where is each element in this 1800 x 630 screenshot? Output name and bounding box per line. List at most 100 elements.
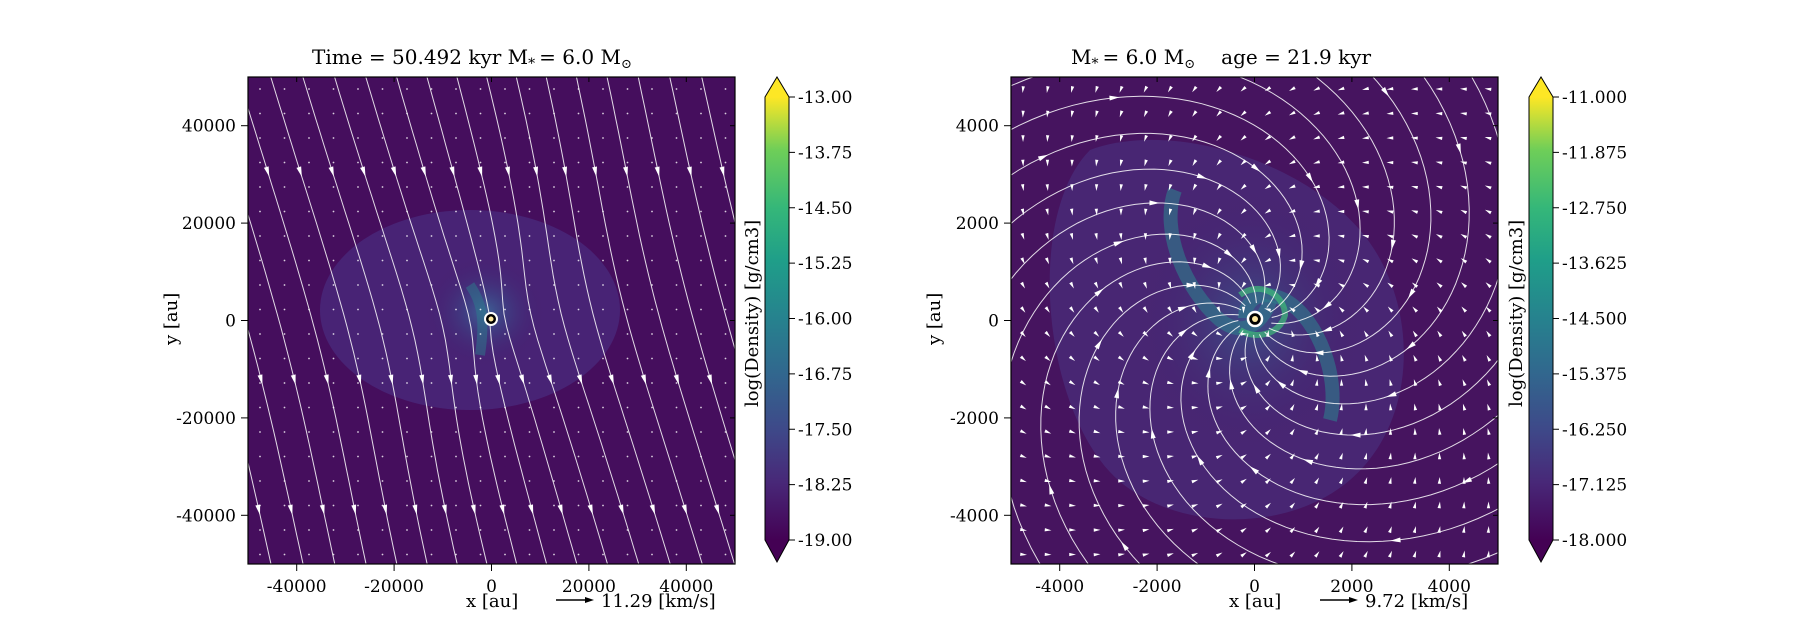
velocity-arrow xyxy=(1240,527,1247,533)
velocity-arrow xyxy=(1142,380,1150,385)
streamline xyxy=(486,77,609,564)
velocity-dot xyxy=(651,529,653,531)
velocity-dot xyxy=(504,88,506,90)
velocity-arrow xyxy=(1364,403,1368,411)
velocity-dot xyxy=(626,112,629,115)
velocity-arrow xyxy=(1288,110,1296,116)
colorbar-tick-label: -16.250 xyxy=(1562,420,1627,440)
velocity-arrow xyxy=(1191,306,1197,313)
velocity-arrow xyxy=(1166,330,1173,337)
velocity-arrow xyxy=(1462,452,1466,460)
velocity-arrow xyxy=(1313,184,1321,188)
streamline-arrow xyxy=(1178,328,1188,337)
streamline-arrow xyxy=(681,504,687,515)
y-tick-label: 0 xyxy=(988,312,999,332)
x-tick-label: 0 xyxy=(1249,577,1260,597)
velocity-dot xyxy=(406,137,408,139)
velocity-dot xyxy=(577,504,580,507)
velocity-arrow xyxy=(1118,553,1125,557)
streamline xyxy=(302,77,428,564)
velocity-dot xyxy=(724,529,727,531)
streamline-arrow xyxy=(382,504,388,515)
panel-2-velocity-key: 9.72 [km/s] xyxy=(1320,591,1468,612)
velocity-arrow xyxy=(1462,379,1467,387)
velocity-dot xyxy=(553,186,555,188)
velocity-dot xyxy=(332,284,335,286)
velocity-dot xyxy=(283,112,286,115)
velocity-arrow xyxy=(1142,454,1150,459)
velocity-dot xyxy=(357,431,359,433)
velocity-arrow xyxy=(1240,552,1247,558)
velocity-arrow xyxy=(1240,110,1247,117)
velocity-dot xyxy=(724,406,727,409)
velocity-dot xyxy=(577,137,580,139)
velocity-dot xyxy=(504,137,506,139)
velocity-dot xyxy=(308,210,310,213)
velocity-arrow xyxy=(1386,210,1394,214)
velocity-dot xyxy=(528,259,531,262)
streamline xyxy=(606,77,735,564)
velocity-dot xyxy=(553,161,555,164)
velocity-dot xyxy=(455,406,457,409)
velocity-dot xyxy=(528,88,531,90)
velocity-arrow xyxy=(1216,356,1223,360)
velocity-arrow xyxy=(1191,406,1199,410)
velocity-arrow xyxy=(1119,134,1124,142)
velocity-arrow xyxy=(1437,354,1443,362)
velocity-arrow xyxy=(1264,159,1272,165)
velocity-arrow xyxy=(1019,429,1027,434)
velocity-arrow xyxy=(1313,160,1321,164)
colorbar-tick-label: -14.50 xyxy=(798,199,852,219)
velocity-arrow xyxy=(1486,501,1491,509)
velocity-arrow xyxy=(1117,330,1124,337)
velocity-arrow xyxy=(1487,452,1491,460)
velocity-arrow xyxy=(1314,452,1319,460)
velocity-arrow xyxy=(1045,184,1049,191)
velocity-arrow xyxy=(1093,503,1101,508)
panel-1-xlabel: x [au] xyxy=(466,591,518,612)
velocity-arrow xyxy=(1019,355,1026,362)
velocity-arrow xyxy=(1068,429,1076,434)
velocity-arrow xyxy=(1484,185,1492,190)
streamline-arrow xyxy=(546,374,553,385)
panel-1-x-ticks: -40000 -20000 0 20000 40000 xyxy=(267,77,713,597)
velocity-arrow xyxy=(1264,404,1271,411)
velocity-dot xyxy=(332,235,335,237)
velocity-arrow xyxy=(1240,381,1248,386)
velocity-dot xyxy=(283,529,286,531)
velocity-arrow xyxy=(1389,403,1393,411)
velocity-arrow xyxy=(1240,208,1247,215)
velocity-dot xyxy=(406,186,408,188)
streamline-arrow xyxy=(1197,455,1205,466)
velocity-dot xyxy=(455,431,457,433)
velocity-arrow xyxy=(1169,208,1173,216)
velocity-dot xyxy=(553,210,555,213)
velocity-arrow xyxy=(1413,477,1417,484)
velocity-dot xyxy=(283,259,286,262)
velocity-arrow xyxy=(1044,404,1052,410)
velocity-dot xyxy=(651,112,653,115)
velocity-dot xyxy=(553,308,555,311)
streamline-arrow xyxy=(360,166,366,177)
velocity-dot xyxy=(283,406,286,409)
velocity-arrow xyxy=(1411,111,1418,116)
velocity-arrow xyxy=(1264,135,1272,141)
velocity-arrow xyxy=(1167,85,1173,93)
velocity-dot xyxy=(675,235,678,237)
velocity-dot xyxy=(553,504,555,507)
velocity-dot xyxy=(308,480,310,482)
velocity-dot xyxy=(675,186,678,188)
streamline-arrow xyxy=(618,504,624,515)
velocity-dot xyxy=(357,88,359,90)
svg-text:11.29 [km/s]: 11.29 [km/s] xyxy=(601,591,716,612)
velocity-dot xyxy=(479,553,482,556)
velocity-arrow xyxy=(1290,354,1294,362)
velocity-arrow xyxy=(1069,232,1073,240)
velocity-dot xyxy=(602,88,604,90)
colorbar-2: -11.000 -11.875 -12.750 -13.625 -14.500 -15.3… xyxy=(1506,76,1627,564)
velocity-arrow xyxy=(1435,87,1443,91)
velocity-arrow xyxy=(1337,86,1345,91)
velocity-dot xyxy=(577,186,580,188)
velocity-dot xyxy=(406,88,408,90)
svg-text:9.72 [km/s]: 9.72 [km/s] xyxy=(1365,591,1468,612)
